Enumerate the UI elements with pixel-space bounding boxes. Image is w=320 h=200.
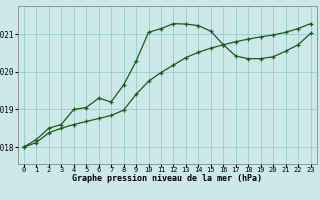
- X-axis label: Graphe pression niveau de la mer (hPa): Graphe pression niveau de la mer (hPa): [72, 174, 262, 183]
